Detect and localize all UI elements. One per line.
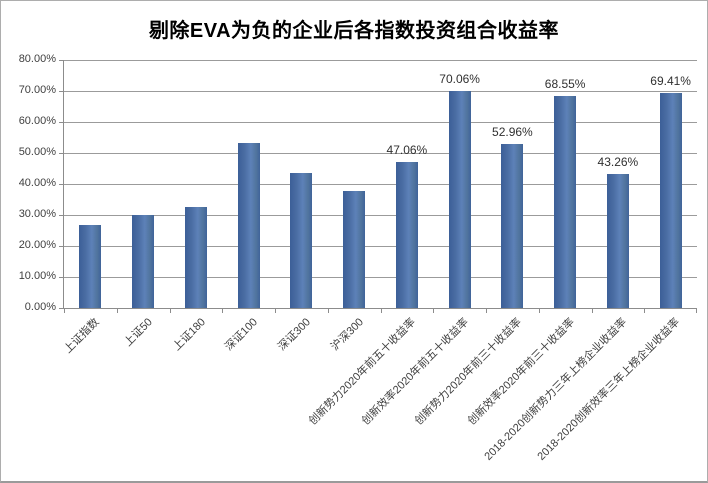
y-axis-tick — [59, 184, 63, 185]
bar — [395, 162, 418, 308]
bar-data-label: 52.96% — [492, 124, 533, 139]
y-axis-label: 40.00% — [18, 177, 56, 189]
bar-data-label: 43.26% — [597, 154, 639, 169]
x-axis-tick — [538, 309, 540, 313]
x-axis-label: 上证指数 — [62, 316, 102, 356]
x-axis-tick — [116, 309, 118, 313]
bar-data-label: 69.41% — [650, 73, 691, 88]
y-axis-label: 50.00% — [18, 146, 56, 158]
bar — [606, 173, 629, 308]
bar — [237, 142, 260, 308]
gridline — [64, 60, 697, 61]
x-axis-tick — [275, 309, 276, 313]
y-axis-tick — [59, 91, 63, 92]
bar — [659, 92, 682, 308]
y-axis-tick — [59, 153, 63, 154]
gridline — [64, 277, 697, 278]
bar — [448, 90, 471, 308]
bar — [290, 172, 313, 308]
y-axis-label: 30.00% — [18, 208, 56, 220]
x-axis-tick — [169, 309, 171, 313]
bar — [343, 191, 366, 308]
gridline — [64, 246, 697, 247]
x-axis-tick — [380, 309, 382, 313]
bar-data-label: 70.06% — [439, 71, 480, 86]
bar — [554, 95, 577, 308]
y-axis-label: 20.00% — [18, 239, 56, 251]
y-axis-tick — [59, 122, 63, 123]
plot-area: 47.06% 70.06% 52.96% 68.55% 43.26% 69.41% — [59, 60, 697, 313]
y-axis-tick — [59, 60, 63, 61]
y-axis-tick — [59, 215, 63, 216]
y-axis-label: 70.00% — [18, 84, 56, 96]
x-axis-tick — [696, 309, 697, 313]
y-axis-label: 60.00% — [18, 115, 56, 127]
x-axis-tick — [644, 309, 646, 313]
gridline — [64, 91, 697, 92]
x-axis-label: 上证180 — [170, 316, 208, 354]
bar — [79, 224, 102, 308]
x-axis-tick — [64, 309, 65, 313]
x-axis-tick — [591, 309, 593, 313]
y-axis-tick — [59, 308, 63, 309]
y-axis-label: 0.00% — [24, 301, 56, 313]
x-axis-tick — [433, 309, 435, 313]
y-axis-label: 80.00% — [18, 53, 56, 65]
bar-data-label: 68.55% — [544, 76, 586, 91]
x-axis-tick — [222, 309, 224, 313]
x-axis-tick — [327, 309, 329, 313]
chart-title: 剔除EVA为负的企业后各指数投资组合收益率 — [148, 20, 560, 42]
bar-data-label: 47.06% — [386, 143, 428, 158]
gridline — [64, 122, 697, 123]
x-axis-label: 沪深300 — [328, 316, 366, 354]
y-axis-tick — [59, 277, 63, 278]
y-axis-label: 10.00% — [18, 270, 56, 282]
gridline — [64, 215, 697, 216]
bar — [501, 143, 524, 308]
x-axis-label: 深证100 — [223, 316, 261, 354]
bar — [132, 215, 155, 308]
bar — [184, 207, 207, 308]
x-axis-tick — [486, 309, 487, 313]
gridline — [64, 184, 697, 185]
x-axis-label: 上证50 — [122, 316, 155, 349]
x-axis-label: 深证300 — [275, 316, 313, 354]
y-axis-tick — [59, 246, 63, 247]
gridline — [64, 153, 697, 154]
